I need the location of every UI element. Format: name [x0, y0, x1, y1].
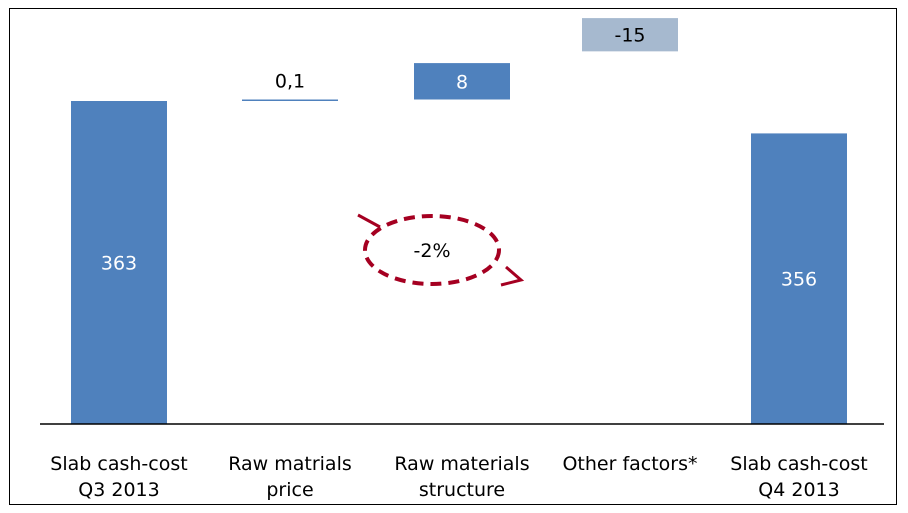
annotation-label: -2%	[414, 240, 451, 262]
category-label-1-line-2: Q3 2013	[78, 479, 159, 501]
value-label-3: 8	[456, 71, 468, 93]
bar-2	[242, 99, 338, 101]
labels-layer: 363 Slab cash-cost Q3 2013 0,1 Raw matrials p…	[50, 25, 867, 501]
value-label-1: 363	[101, 253, 137, 275]
annotation-ellipse	[363, 214, 501, 286]
bar-3	[414, 63, 510, 100]
category-label-3-line-2: structure	[419, 479, 505, 501]
bar-4	[582, 18, 678, 52]
category-label-4-line-1: Other factors*	[562, 453, 697, 475]
category-label-1-line-1: Slab cash-cost	[50, 453, 187, 475]
value-label-4: -15	[614, 25, 645, 47]
change-annotation: -2%	[357, 213, 525, 287]
bars-layer	[71, 18, 847, 424]
value-label-2: 0,1	[275, 71, 305, 93]
bar-1	[71, 101, 167, 424]
annotation-tail	[357, 213, 381, 229]
value-label-5: 356	[781, 269, 817, 291]
category-label-2-line-2: price	[266, 479, 313, 501]
category-label-5-line-1: Slab cash-cost	[730, 453, 867, 475]
category-label-2-line-1: Raw matrials	[228, 453, 352, 475]
category-label-5-line-2: Q4 2013	[758, 479, 839, 501]
bar-5	[751, 133, 847, 424]
annotation-arrowhead	[500, 265, 525, 287]
category-label-3-line-1: Raw materials	[394, 453, 529, 475]
